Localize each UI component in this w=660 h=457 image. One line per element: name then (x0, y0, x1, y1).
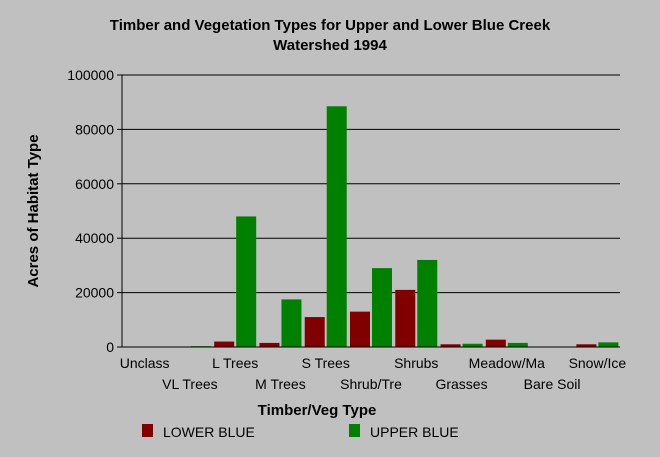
x-tick-label: Shrubs (394, 355, 438, 371)
bar-upper-blue (508, 343, 528, 347)
x-tick-label: M Trees (255, 376, 306, 392)
y-tick-label: 20000 (75, 285, 114, 301)
x-tick-label: Unclass (120, 355, 170, 371)
bar-lower-blue (259, 343, 279, 347)
x-tick-label: Meadow/Ma (469, 355, 545, 371)
legend: LOWER BLUE UPPER BLUE (142, 424, 459, 440)
bar-upper-blue (598, 342, 618, 347)
y-tick-labels: 0 20000 40000 60000 80000 100000 (67, 67, 122, 355)
x-tick-labels: Unclass VL Trees L Trees M Trees S Trees Shru… (120, 355, 627, 392)
chart-title: Timber and Vegetation Types for Upper an… (110, 17, 551, 34)
x-axis-label: Timber/Veg Type (258, 402, 377, 419)
x-tick-label: Shrub/Tre (340, 376, 402, 392)
bar-lower-blue (350, 312, 370, 347)
bar-upper-blue (327, 106, 347, 347)
bar-lower-blue (305, 317, 325, 347)
y-tick-label: 60000 (75, 176, 114, 192)
chart-subtitle: Watershed 1994 (273, 37, 387, 54)
x-tick-label: S Trees (302, 355, 350, 371)
x-tick-label: Snow/Ice (569, 355, 627, 371)
bar-upper-blue (281, 299, 301, 347)
bar-upper-blue (236, 216, 256, 347)
y-tick-label: 0 (106, 339, 114, 355)
plot-area (122, 75, 620, 347)
y-axis-label: Acres of Habitat Type (25, 134, 42, 287)
y-tick-label: 40000 (75, 230, 114, 246)
legend-swatch-upper-blue (349, 424, 360, 437)
x-tick-label: Grasses (435, 376, 487, 392)
legend-label-upper-blue: UPPER BLUE (370, 424, 459, 440)
bar-upper-blue (417, 260, 437, 347)
x-tick-label: L Trees (212, 355, 258, 371)
bar-upper-blue (372, 268, 392, 347)
legend-label-lower-blue: LOWER BLUE (163, 424, 255, 440)
bar-lower-blue (395, 290, 415, 347)
x-tick-label: Bare Soil (524, 376, 581, 392)
chart: Timber and Vegetation Types for Upper an… (0, 0, 660, 457)
y-tick-label: 100000 (67, 67, 114, 83)
bar-lower-blue (486, 340, 506, 347)
x-tick-label: VL Trees (162, 376, 218, 392)
bar-lower-blue (214, 342, 234, 347)
legend-swatch-lower-blue (142, 424, 153, 437)
y-tick-label: 80000 (75, 121, 114, 137)
